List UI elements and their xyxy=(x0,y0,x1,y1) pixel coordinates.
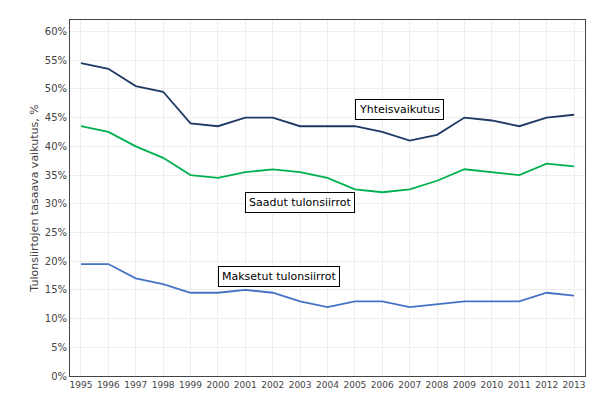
svg-text:2005: 2005 xyxy=(343,380,366,390)
svg-text:Tulonsiirtojen tasaava vaikutu: Tulonsiirtojen tasaava vaikutus, % xyxy=(28,104,41,292)
svg-text:1995: 1995 xyxy=(70,380,93,390)
svg-text:1996: 1996 xyxy=(97,380,120,390)
svg-text:50%: 50% xyxy=(45,83,67,94)
svg-text:55%: 55% xyxy=(45,55,67,66)
svg-text:2012: 2012 xyxy=(535,380,558,390)
svg-text:2013: 2013 xyxy=(563,380,586,390)
svg-text:60%: 60% xyxy=(45,26,67,37)
svg-text:40%: 40% xyxy=(45,141,67,152)
svg-text:0%: 0% xyxy=(51,371,67,382)
svg-text:2006: 2006 xyxy=(371,380,394,390)
svg-text:2008: 2008 xyxy=(426,380,449,390)
svg-text:5%: 5% xyxy=(51,342,67,353)
svg-text:Saadut tulonsiirrot: Saadut tulonsiirrot xyxy=(249,196,351,209)
svg-text:20%: 20% xyxy=(45,256,67,267)
svg-text:2007: 2007 xyxy=(398,380,421,390)
svg-text:15%: 15% xyxy=(45,284,67,295)
svg-text:2003: 2003 xyxy=(289,380,312,390)
svg-text:1997: 1997 xyxy=(124,380,147,390)
svg-text:1998: 1998 xyxy=(152,380,175,390)
svg-text:30%: 30% xyxy=(45,198,67,209)
svg-text:1999: 1999 xyxy=(179,380,202,390)
svg-text:10%: 10% xyxy=(45,313,67,324)
svg-text:Maksetut tulonsiirrot: Maksetut tulonsiirrot xyxy=(222,270,336,283)
svg-text:35%: 35% xyxy=(45,170,67,181)
svg-text:2009: 2009 xyxy=(453,380,476,390)
svg-text:2001: 2001 xyxy=(234,380,257,390)
svg-text:2010: 2010 xyxy=(480,380,503,390)
svg-text:25%: 25% xyxy=(45,227,67,238)
svg-text:2011: 2011 xyxy=(508,380,531,390)
svg-text:2002: 2002 xyxy=(261,380,284,390)
svg-text:2000: 2000 xyxy=(206,380,229,390)
svg-text:45%: 45% xyxy=(45,112,67,123)
svg-text:Yhteisvaikutus: Yhteisvaikutus xyxy=(359,103,440,116)
svg-text:2004: 2004 xyxy=(316,380,339,390)
